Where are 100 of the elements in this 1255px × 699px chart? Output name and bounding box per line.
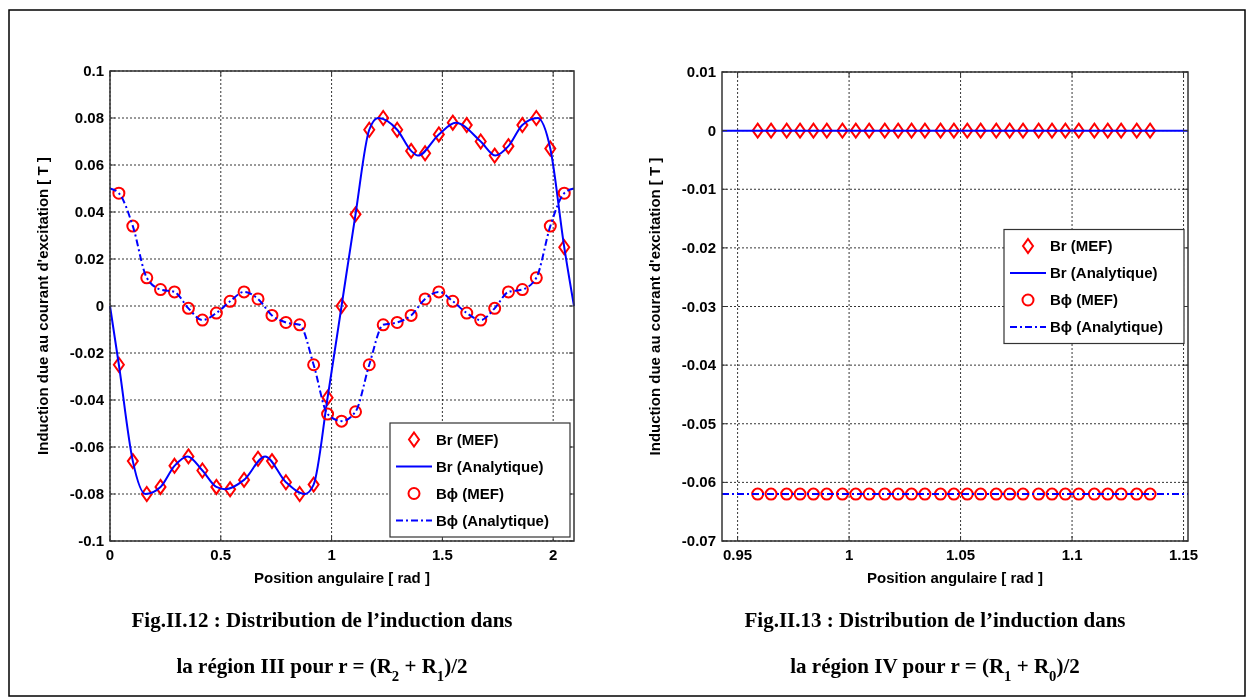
point bbox=[293, 486, 306, 502]
text: la région III pour r = (R$_{2}$ + R$_{1}$)/2 bbox=[176, 654, 468, 684]
point bbox=[529, 271, 543, 285]
legend-label: Bϕ (Analytique) bbox=[1050, 318, 1163, 335]
point bbox=[251, 292, 265, 306]
y-tick-label: -0.02 bbox=[681, 238, 716, 256]
point bbox=[557, 186, 571, 200]
point bbox=[182, 448, 195, 465]
legend-label: Br (Analytique) bbox=[436, 457, 544, 475]
legend-label: Bϕ (MEF) bbox=[1050, 291, 1118, 308]
legend-label: Br (Analytique) bbox=[1050, 264, 1158, 281]
y-tick-label: -0.04 bbox=[69, 391, 105, 408]
y-tick-label: -0.04 bbox=[681, 356, 717, 374]
point bbox=[196, 462, 209, 479]
y-tick-label: -0.08 bbox=[69, 485, 104, 502]
point bbox=[307, 476, 320, 493]
y-tick-label: -0.07 bbox=[681, 532, 716, 549]
y-axis-title: Induction due au courant d'excitation [ T ] bbox=[646, 157, 663, 456]
point bbox=[307, 358, 321, 372]
y-tick-label: 0.01 bbox=[686, 63, 716, 80]
y-tick-label: -0.06 bbox=[681, 473, 716, 491]
point bbox=[237, 285, 251, 299]
point bbox=[515, 283, 529, 297]
point bbox=[362, 358, 376, 372]
point bbox=[210, 478, 223, 495]
y-tick-label: 0.06 bbox=[74, 156, 104, 173]
point bbox=[474, 313, 488, 327]
point bbox=[279, 474, 292, 491]
text: la région IV pour r = (R$_{1}$ + R$_{0}$)/2 bbox=[790, 654, 1080, 684]
point bbox=[195, 313, 209, 327]
y-tick-label: -0.01 bbox=[681, 180, 716, 198]
point bbox=[238, 471, 251, 488]
legend-label: Bϕ (Analytique) bbox=[436, 511, 549, 529]
point bbox=[543, 219, 557, 233]
point bbox=[223, 294, 237, 308]
point bbox=[265, 453, 278, 470]
point bbox=[140, 271, 154, 285]
y-tick-label: -0.1 bbox=[78, 532, 104, 549]
point bbox=[377, 110, 390, 126]
point bbox=[405, 142, 418, 159]
point bbox=[321, 407, 335, 421]
legend-label: Bϕ (MEF) bbox=[436, 484, 504, 502]
point bbox=[544, 140, 557, 157]
point bbox=[140, 486, 153, 502]
point bbox=[126, 453, 139, 470]
point bbox=[419, 145, 432, 162]
point bbox=[265, 308, 279, 322]
y-tick-label: 0 bbox=[95, 297, 104, 314]
point bbox=[432, 126, 445, 143]
y-axis-title: Induction due au courant d'excitation [ T ] bbox=[34, 157, 51, 455]
point bbox=[502, 138, 515, 155]
point bbox=[112, 356, 125, 373]
y-tick-label: -0.03 bbox=[681, 297, 716, 315]
point bbox=[293, 318, 307, 332]
point bbox=[321, 389, 334, 406]
legend-label: Br (MEF) bbox=[436, 430, 499, 448]
point bbox=[349, 405, 363, 419]
point bbox=[168, 457, 181, 474]
point bbox=[516, 117, 529, 134]
text: Fig.II.12 : Distribution de l’induction dans bbox=[131, 608, 513, 632]
point bbox=[530, 110, 543, 126]
y-tick-label: 0.04 bbox=[74, 203, 105, 220]
point bbox=[558, 239, 571, 256]
point bbox=[418, 292, 432, 306]
point bbox=[460, 306, 474, 320]
y-tick-label: 0.08 bbox=[74, 109, 104, 126]
point bbox=[154, 283, 168, 297]
point bbox=[446, 294, 460, 308]
x-tick-label: 1 bbox=[844, 546, 854, 563]
y-tick-label: 0 bbox=[707, 121, 716, 139]
point bbox=[335, 414, 349, 428]
point bbox=[279, 315, 293, 329]
x-tick-label: 1.05 bbox=[945, 546, 976, 563]
point bbox=[404, 308, 418, 322]
text: Fig.II.13 : Distribution de l’induction dans bbox=[744, 608, 1126, 632]
point bbox=[363, 121, 376, 138]
y-tick-label: 0.1 bbox=[83, 62, 104, 79]
point bbox=[209, 306, 223, 320]
x-tick-label: 0.5 bbox=[210, 546, 232, 563]
point bbox=[154, 478, 167, 495]
x-tick-label: 0.95 bbox=[723, 546, 753, 563]
y-tick-label: -0.02 bbox=[69, 344, 104, 361]
point bbox=[224, 481, 237, 498]
point bbox=[501, 285, 515, 299]
point bbox=[488, 147, 501, 164]
x-axis-title: Position angulaire [ rad ] bbox=[867, 569, 1043, 586]
point bbox=[391, 121, 404, 138]
point bbox=[474, 133, 487, 150]
point bbox=[252, 450, 265, 467]
x-tick-label: 1.1 bbox=[1061, 546, 1083, 563]
x-tick-label: 1.5 bbox=[431, 546, 453, 563]
legend-label: Br (MEF) bbox=[1050, 237, 1113, 254]
point bbox=[112, 186, 126, 200]
x-tick-label: 1 bbox=[327, 546, 336, 563]
point bbox=[126, 219, 140, 233]
point bbox=[349, 206, 362, 223]
point bbox=[488, 301, 502, 315]
y-tick-label: -0.05 bbox=[681, 414, 716, 432]
point bbox=[167, 285, 181, 299]
point bbox=[181, 301, 195, 315]
